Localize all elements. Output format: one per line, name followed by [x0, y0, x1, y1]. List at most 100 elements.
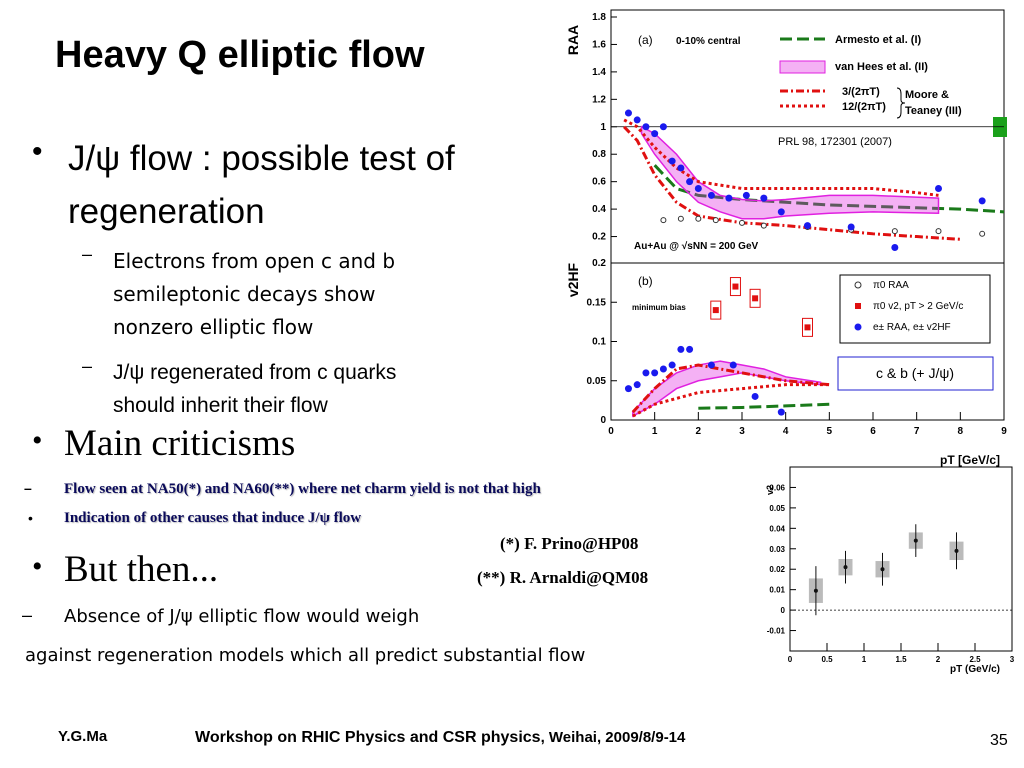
legend-label: π0 v2, pT > 2 GeV/c [873, 301, 963, 312]
data-point [813, 588, 818, 593]
y-tick-label: 0.15 [587, 297, 607, 308]
bullet: • [32, 135, 43, 168]
x-tick-label: 2 [696, 426, 702, 437]
annotation: Teaney (III) [905, 105, 962, 117]
data-point [891, 244, 899, 252]
data-point [712, 307, 719, 314]
x-tick-label: 6 [870, 426, 876, 437]
legend-label: 12/(2πT) [842, 101, 886, 113]
x-tick-label: 8 [958, 426, 964, 437]
y-tick-label: 0.02 [769, 565, 785, 574]
y-tick-label: 1.4 [592, 67, 606, 78]
legend-label: π0 RAA [873, 280, 909, 291]
panel-label: (a) [638, 33, 653, 47]
data-point [694, 185, 702, 193]
dash: – [82, 356, 93, 376]
model-curve [632, 383, 830, 418]
x-tick-label: 1.5 [895, 655, 907, 664]
figures: c & b (+ J/ψ) 0.2 0.4 0.6 0.8 1 1.2 1.4 1.6 1.8 R… [565, 9, 1015, 675]
data-point-box [802, 317, 813, 337]
data-point [633, 381, 641, 389]
x-axis-label: pT (GeV/c) [950, 664, 1000, 675]
data-point [760, 222, 767, 229]
bullet-text: J/ψ flow : possible test of regeneration [68, 139, 455, 231]
footer-place: , Weihai, 2009/8/9-14 [540, 729, 686, 746]
x-tick-label: 9 [1001, 426, 1007, 437]
legend-label: van Hees et al. (II) [835, 61, 928, 73]
data-point [742, 191, 750, 199]
legend-label: Armesto et al. (I) [835, 34, 922, 46]
y-tick-label: 0.01 [769, 586, 785, 595]
panel-subtitle: 0-10% central [676, 36, 741, 47]
data-point [935, 228, 942, 235]
data-point [695, 215, 702, 222]
data-point [843, 565, 848, 570]
x-tick-label: 3 [739, 426, 745, 437]
slide-title: Heavy Q elliptic flow [55, 34, 425, 76]
x-axis-label: pT [GeV/c] [940, 453, 1000, 467]
y-tick-label: 0.4 [592, 204, 606, 215]
x-tick-label: 0 [788, 655, 793, 664]
data-point [804, 324, 811, 331]
x-tick-label: 5 [827, 426, 833, 437]
dash: – [24, 480, 32, 496]
annotation: Au+Au @ √sNN = 200 GeV [634, 241, 759, 252]
y-tick-label: 1.2 [592, 94, 606, 105]
data-point-box [749, 288, 761, 308]
x-tick-label: 3 [1010, 655, 1015, 664]
x-tick-label: 7 [914, 426, 920, 437]
data-point [804, 222, 811, 230]
data-point [707, 191, 715, 199]
data-point [913, 538, 918, 543]
data-point [651, 369, 659, 377]
x-tick-label: 1 [862, 655, 867, 664]
data-point [752, 295, 759, 302]
data-point [777, 208, 785, 216]
bullet-text: But then... [64, 549, 219, 590]
legend-marker [854, 323, 862, 331]
legend-box [839, 274, 991, 344]
data-point [880, 567, 885, 572]
y-axis-label: RAA [565, 25, 581, 55]
data-point [668, 157, 676, 165]
y-axis-label: v2 [765, 485, 775, 495]
data-point [659, 123, 667, 131]
dash: – [22, 605, 33, 625]
text-line: Absence of J/ψ elliptic flow would weigh [64, 606, 420, 627]
legend-swatch [779, 60, 826, 74]
data-point [642, 369, 650, 377]
data-point [760, 194, 768, 202]
bullet-text: Main criticisms [64, 423, 296, 464]
y-tick-label: 0.6 [592, 177, 606, 188]
footer-event: Workshop on RHIC Physics and CSR physics… [195, 729, 685, 747]
data-point [707, 361, 715, 369]
sub-bullet: J/ψ regenerated from c quarks should inh… [113, 361, 397, 417]
panel-subtitle: minimum bias [632, 303, 686, 312]
data-point [725, 194, 733, 202]
y-tick-label: 0 [600, 415, 606, 426]
y-tick-label: 0.2 [592, 258, 606, 269]
data-point [847, 223, 855, 231]
reference: (**) R. Arnaldi@QM08 [477, 568, 649, 587]
reference: (*) F. Prino@HP08 [500, 534, 639, 553]
data-point [677, 164, 685, 172]
legend-label: e± RAA, e± v2HF [873, 322, 951, 333]
data-point [660, 217, 667, 224]
model-curve [631, 363, 830, 414]
annotation: PRL 98, 172301 (2007) [778, 136, 892, 148]
model-curve [623, 118, 939, 197]
data-point [712, 217, 719, 224]
bullet: • [32, 550, 43, 583]
data-point [668, 361, 676, 369]
brace [896, 87, 906, 119]
data-point [777, 408, 785, 416]
y-tick-label: 1.6 [592, 39, 606, 50]
text-line: against regeneration models which all pr… [25, 645, 586, 666]
note-text: c & b (+ J/ψ) [876, 365, 954, 381]
y-tick-label: 0 [781, 606, 786, 615]
x-tick-label: 2.5 [969, 655, 981, 664]
legend-marker [855, 303, 861, 309]
x-tick-label: 0 [608, 426, 614, 437]
data-point [732, 283, 739, 290]
